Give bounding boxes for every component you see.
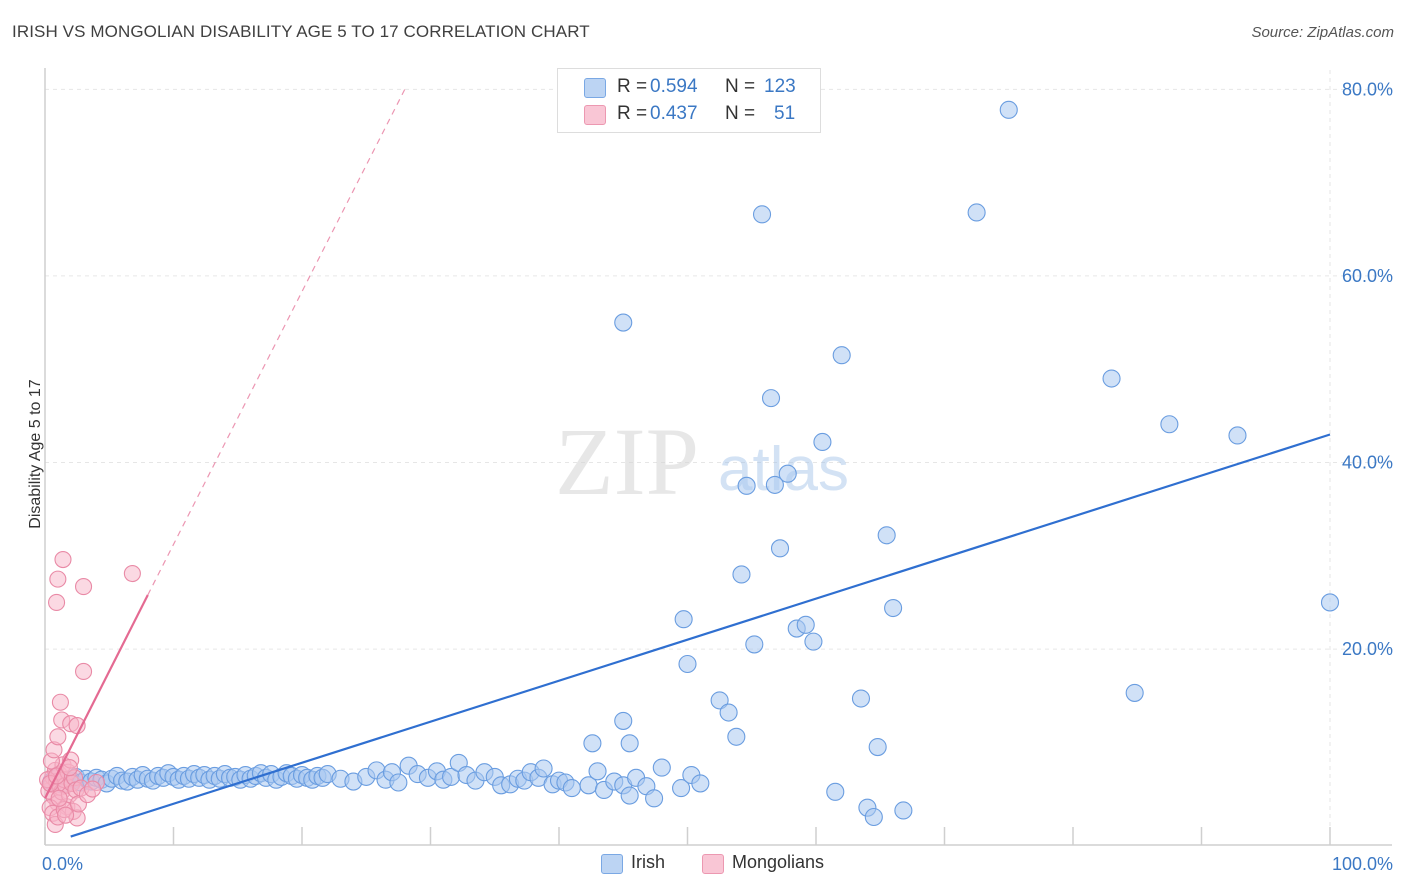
mongolian-point — [49, 728, 67, 746]
mongolian-point — [123, 564, 141, 583]
mongolian-r-value: 0.437 — [650, 103, 698, 124]
x-tick-label-min: 0.0% — [42, 854, 83, 874]
irish-point — [645, 789, 664, 808]
source-label: Source: ZipAtlas.com — [1251, 24, 1394, 41]
irish-point — [674, 610, 693, 629]
y-tick-label-2: 60.0% — [1342, 266, 1393, 286]
irish-point — [804, 632, 823, 651]
irish-point — [1125, 683, 1144, 702]
irish-point — [851, 689, 871, 708]
y-tick-label-0: 20.0% — [1342, 639, 1393, 659]
irish-point — [1228, 426, 1247, 445]
mongolian-point — [48, 593, 66, 611]
irish-point — [672, 779, 691, 798]
mongolian-trend-line — [44, 594, 149, 799]
watermark-zip: ZIP — [555, 408, 699, 515]
irish-point — [999, 100, 1018, 119]
irish-point — [719, 703, 738, 722]
axes — [44, 68, 1392, 846]
mongolian-swatch — [584, 105, 606, 125]
mongolian-point — [49, 570, 67, 588]
mongolian-point — [54, 550, 72, 569]
irish-point — [562, 779, 581, 798]
mongolian-point — [51, 693, 69, 711]
tick-labels: 20.0% 40.0% 60.0% 80.0% 0.0% 100.0% — [42, 79, 1393, 874]
mongolian-legend-label: Mongolians — [732, 852, 825, 872]
mongolian-point — [50, 789, 68, 807]
correlation-legend: R = 0.594 N = 123 R = 0.437 N = 51 — [557, 68, 821, 133]
irish-point — [652, 758, 671, 777]
irish-point — [588, 762, 607, 781]
irish-points — [42, 100, 1340, 827]
irish-point — [614, 711, 633, 730]
irish-point — [732, 565, 751, 584]
irish-point — [796, 615, 815, 634]
irish-n-value: 123 — [764, 76, 796, 97]
grid-lines — [45, 70, 1392, 845]
irish-point — [894, 801, 913, 820]
irish-point — [1320, 593, 1340, 612]
mongolian-point — [83, 780, 102, 798]
irish-point — [778, 464, 797, 483]
irish-point — [1160, 415, 1179, 434]
mongolian-n-label: N = — [725, 103, 756, 124]
irish-point — [389, 773, 408, 792]
y-tick-label-3: 80.0% — [1342, 79, 1393, 99]
trend-lines — [44, 89, 1331, 838]
irish-swatch — [584, 78, 606, 98]
mongolian-point — [75, 578, 93, 596]
irish-point — [813, 432, 832, 452]
irish-point — [620, 786, 639, 805]
mongolian-r-label: R = — [617, 103, 648, 124]
irish-r-value: 0.594 — [650, 76, 698, 97]
irish-point — [868, 737, 887, 757]
mongolian-point — [57, 806, 75, 824]
watermark: ZIP atlas — [555, 408, 849, 515]
irish-point — [864, 807, 883, 827]
mongolian-n-value: 51 — [774, 103, 796, 124]
mongolian-trend-extension — [147, 89, 406, 596]
irish-r-label: R = — [617, 76, 648, 97]
y-tick-label-1: 40.0% — [1342, 453, 1393, 473]
irish-point — [826, 782, 845, 801]
irish-point — [765, 475, 784, 494]
irish-point — [678, 654, 697, 674]
irish-point — [770, 539, 790, 558]
irish-point — [1102, 369, 1121, 388]
irish-point — [884, 598, 903, 618]
irish-legend-label: Irish — [631, 852, 666, 872]
irish-point — [620, 734, 639, 753]
x-tick-label-max: 100.0% — [1332, 854, 1393, 874]
irish-point — [727, 727, 746, 746]
irish-point — [534, 759, 553, 778]
mongolian-legend-swatch — [702, 854, 724, 874]
irish-point — [752, 205, 772, 224]
irish-point — [691, 774, 710, 793]
irish-trend-line — [70, 433, 1331, 838]
mongolian-points — [39, 550, 141, 834]
irish-n-label: N = — [725, 76, 756, 97]
irish-point — [761, 389, 781, 408]
irish-point — [710, 691, 729, 710]
chart-title: IRISH VS MONGOLIAN DISABILITY AGE 5 TO 1… — [12, 22, 590, 41]
irish-point — [614, 313, 633, 332]
irish-point — [583, 734, 602, 753]
mongolian-point — [75, 662, 93, 681]
irish-point — [745, 635, 764, 654]
irish-legend-swatch — [601, 854, 623, 874]
irish-point — [832, 346, 851, 365]
irish-point — [737, 476, 756, 495]
irish-point — [877, 526, 896, 545]
irish-point — [967, 203, 986, 222]
